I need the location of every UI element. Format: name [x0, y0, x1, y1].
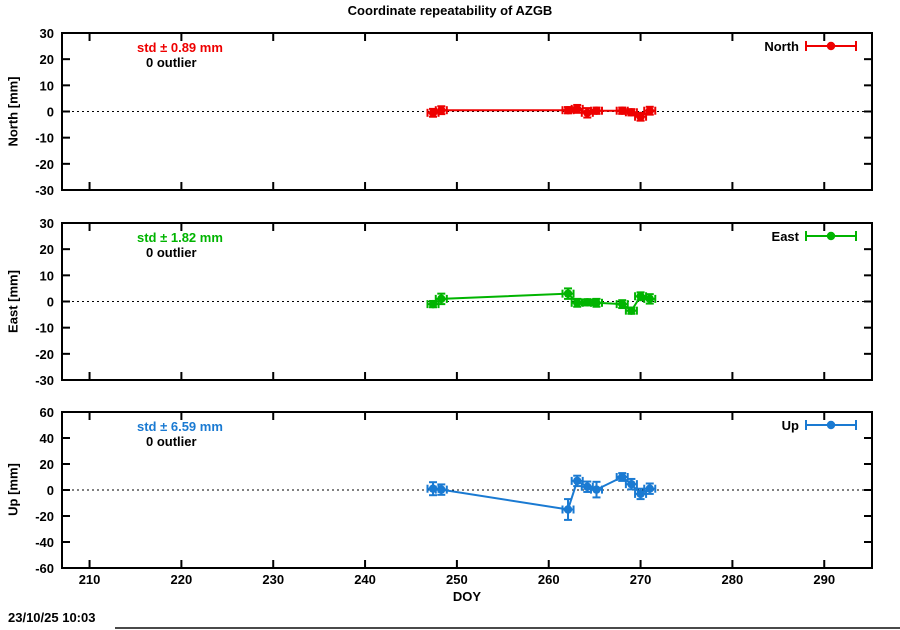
std-label-up: std ± 6.59 mm — [137, 419, 223, 434]
data-point — [437, 294, 446, 304]
legend-sample-up — [805, 420, 857, 430]
x-tick-label: 290 — [813, 572, 835, 587]
data-point — [437, 485, 446, 494]
y-tick-label: -40 — [35, 535, 54, 550]
y-tick-label: 10 — [40, 78, 54, 93]
data-point — [563, 505, 573, 514]
y-axis-label-up: Up [mm] — [5, 463, 21, 516]
data-point — [618, 106, 627, 115]
y-tick-label: 60 — [40, 405, 54, 420]
x-tick-label: 230 — [262, 572, 284, 587]
y-tick-label: -30 — [35, 183, 54, 198]
y-tick-label: 30 — [40, 216, 54, 231]
bottom-divider — [115, 627, 900, 629]
data-point — [573, 298, 582, 308]
x-tick-label: 250 — [446, 572, 468, 587]
x-tick-label: 260 — [538, 572, 560, 587]
data-point — [636, 292, 645, 301]
data-point — [573, 476, 582, 486]
x-tick-label: 240 — [354, 572, 376, 587]
y-tick-label: -10 — [35, 131, 54, 146]
outlier-label-north: 0 outlier — [146, 55, 197, 70]
x-axis-label: DOY — [452, 589, 482, 604]
std-label-north: std ± 0.89 mm — [137, 40, 223, 55]
std-label-east: std ± 1.82 mm — [137, 230, 223, 245]
data-point — [636, 489, 645, 499]
y-tick-label: 20 — [40, 242, 54, 257]
panel-up: 210 220 230 240 250 260 270 280 290 60 40 20 0 -20 -40… — [35, 405, 873, 587]
data-point — [627, 108, 636, 117]
y-tick-label: 20 — [40, 52, 54, 67]
legend-label-east: East — [771, 229, 799, 244]
series-points — [426, 287, 657, 315]
data-point — [592, 298, 601, 308]
data-point — [592, 485, 601, 494]
data-point — [645, 294, 654, 304]
data-point — [636, 112, 645, 121]
data-point — [563, 105, 573, 115]
y-tick-label: -20 — [35, 347, 54, 362]
y-axis-label-east: East [mm] — [5, 270, 21, 333]
data-point — [437, 105, 446, 115]
y-tick-label: -20 — [35, 509, 54, 524]
x-tick-label: 280 — [722, 572, 744, 587]
x-tick-label: 220 — [171, 572, 193, 587]
data-point — [618, 299, 627, 309]
data-point — [645, 106, 654, 115]
timestamp: 23/10/25 10:03 — [8, 610, 96, 625]
data-point — [583, 298, 592, 307]
panel-border — [61, 32, 873, 191]
series-line — [432, 475, 651, 511]
y-axis-label-north: North [mm] — [5, 76, 21, 147]
chart-title: Coordinate repeatability of AZGB — [347, 3, 553, 18]
y-tick-label: 20 — [40, 457, 54, 472]
panel-east: 30 20 10 0 -10 -20 -30 — [35, 216, 873, 388]
x-tick-label: 270 — [630, 572, 652, 587]
legend-label-up: Up — [781, 418, 799, 433]
data-point — [592, 106, 601, 115]
y-tick-label: 40 — [40, 431, 54, 446]
y-tick-label: 0 — [47, 483, 54, 498]
data-point — [583, 108, 592, 118]
y-tick-label: 0 — [47, 295, 54, 310]
data-point — [563, 289, 573, 298]
y-tick-label: -30 — [35, 373, 54, 388]
data-point — [645, 484, 654, 493]
data-point — [627, 306, 636, 315]
y-tick-label: 10 — [40, 268, 54, 283]
data-point — [573, 104, 582, 114]
outlier-label-east: 0 outlier — [146, 245, 197, 260]
series-points — [426, 103, 657, 122]
legend-label-north: North — [764, 39, 799, 54]
data-point — [627, 479, 636, 489]
y-tick-label: -20 — [35, 157, 54, 172]
y-tick-label: 30 — [40, 26, 54, 41]
y-tick-label: -60 — [35, 561, 54, 576]
data-point — [583, 482, 592, 491]
y-tick-label: -10 — [35, 321, 54, 336]
legend-sample-east — [805, 231, 857, 241]
outlier-label-up: 0 outlier — [146, 434, 197, 449]
legend-sample-north — [805, 41, 857, 51]
series-points — [426, 472, 657, 521]
y-tick-label: 0 — [47, 105, 54, 120]
panel-border — [61, 411, 873, 569]
data-point — [618, 472, 627, 482]
x-tick-label: 210 — [79, 572, 101, 587]
panel-north: 30 20 10 0 -10 -20 -30 — [35, 26, 873, 198]
panel-border — [61, 222, 873, 381]
